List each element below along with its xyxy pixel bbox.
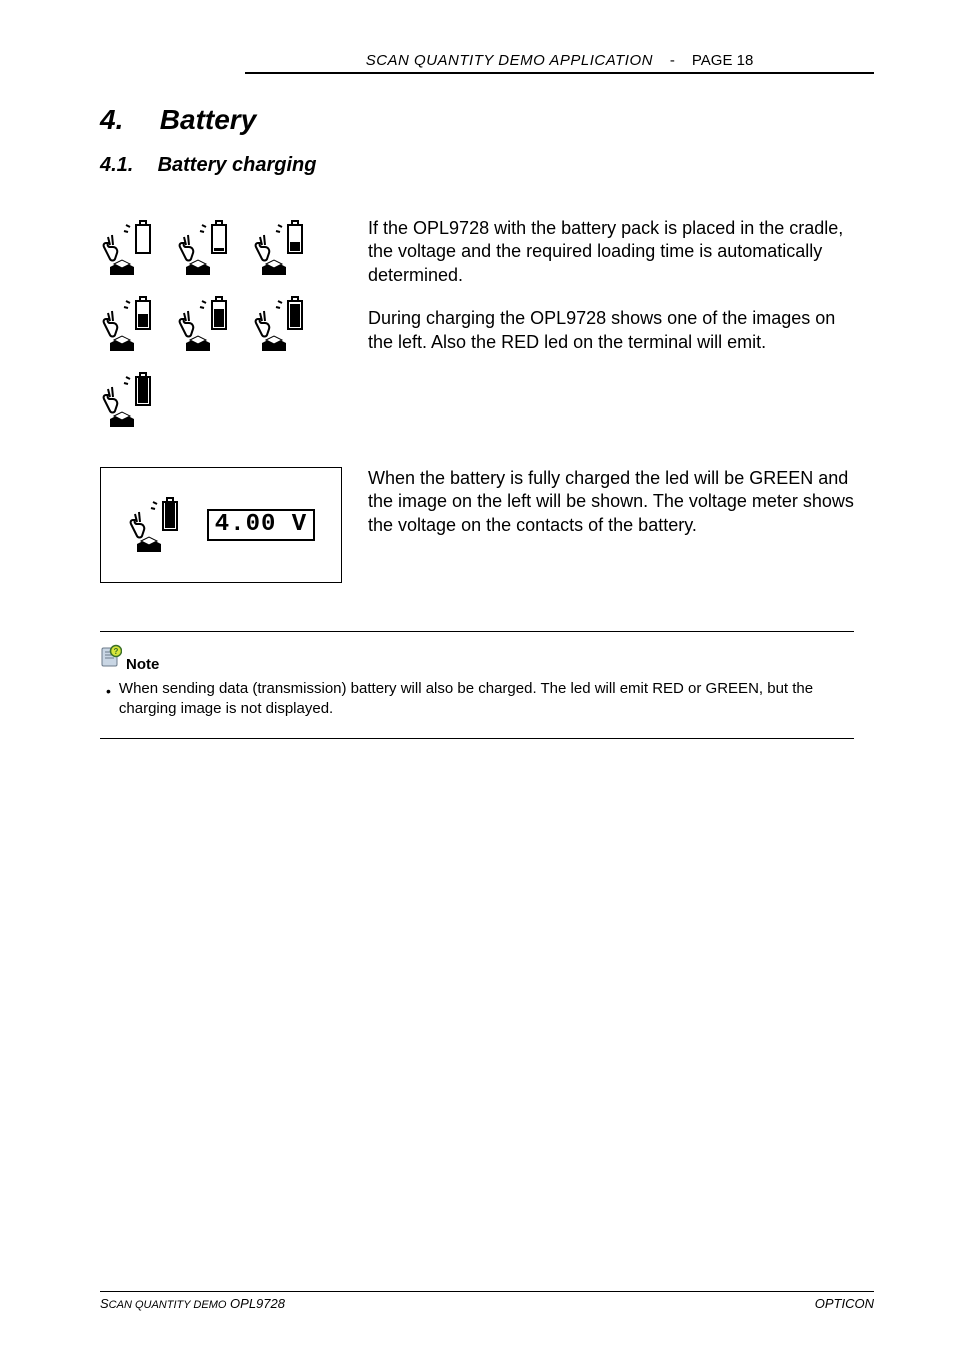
footer-left: SCAN QUANTITY DEMO OPL9728 <box>100 1296 285 1311</box>
charge-icon <box>252 293 314 355</box>
footer-left-model: OPL9728 <box>226 1296 285 1311</box>
charge-icon <box>100 369 162 431</box>
voltage-text-column: When the battery is fully charged the le… <box>368 467 854 557</box>
section-heading: 4.1. Battery charging <box>100 154 854 177</box>
footer-left-rest: CAN QUANTITY DEMO <box>109 1299 227 1311</box>
header-sep: - <box>657 52 687 69</box>
footer-left-prefix: S <box>100 1296 109 1311</box>
section-number: 4.1. <box>100 154 152 177</box>
charging-text-column: If the OPL9728 with the battery pack is … <box>368 217 854 374</box>
charge-icon <box>176 217 238 279</box>
note-header: ? Note <box>100 644 854 673</box>
note-block: ? Note • When sending data (transmission… <box>100 631 854 739</box>
section-title: Battery charging <box>158 154 317 176</box>
chapter-number: 4. <box>100 104 152 136</box>
charging-icons-column <box>100 217 368 431</box>
note-icon: ? <box>100 644 122 673</box>
charge-icon <box>100 217 162 279</box>
charging-icon-grid <box>100 217 340 431</box>
paragraph-2: During charging the OPL9728 shows one of… <box>368 307 854 354</box>
note-bullet: • <box>106 682 111 701</box>
note-label: Note <box>126 656 159 673</box>
note-text: When sending data (transmission) battery… <box>119 679 854 720</box>
paragraph-3: When the battery is fully charged the le… <box>368 467 854 537</box>
page-footer: SCAN QUANTITY DEMO OPL9728 OPTICON <box>100 1291 874 1311</box>
voltage-box-column: 4.00 V <box>100 467 368 583</box>
content-row-voltage: 4.00 V When the battery is fully charged… <box>100 467 854 583</box>
paragraph-1: If the OPL9728 with the battery pack is … <box>368 217 854 287</box>
charge-icon <box>252 217 314 279</box>
note-body: • When sending data (transmission) batte… <box>100 679 854 720</box>
header-page-label: PAGE 18 <box>692 52 753 69</box>
content-row-charging: If the OPL9728 with the battery pack is … <box>100 217 854 431</box>
chapter-title: Battery <box>160 104 256 135</box>
charge-icon <box>176 293 238 355</box>
footer-right: OPTICON <box>815 1296 874 1311</box>
page-header: SCAN QUANTITY DEMO APPLICATION - PAGE 18 <box>245 52 874 74</box>
header-title: SCAN QUANTITY DEMO APPLICATION <box>366 52 653 69</box>
voltage-box: 4.00 V <box>100 467 342 583</box>
voltage-readout: 4.00 V <box>207 509 315 541</box>
chapter-heading: 4. Battery <box>100 104 854 136</box>
charge-icon <box>100 293 162 355</box>
voltage-charge-icon <box>127 494 189 556</box>
svg-text:?: ? <box>114 647 119 656</box>
